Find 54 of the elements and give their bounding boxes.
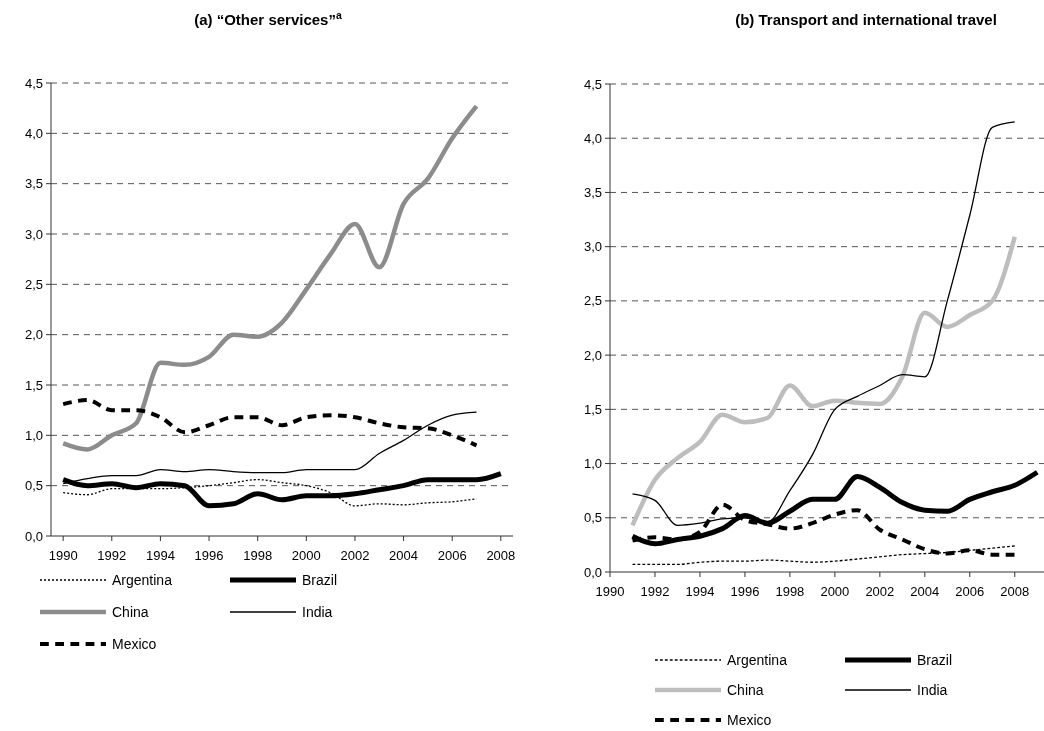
legend-label: India	[302, 603, 333, 620]
legend-label: Brazil	[917, 651, 953, 668]
y-tick-label: 3,5	[24, 176, 43, 192]
y-tick-label: 1,5	[583, 401, 602, 417]
legend-label: Argentina	[112, 571, 173, 588]
x-tick-label: 2004	[389, 548, 419, 563]
legend-label: Argentina	[727, 651, 788, 668]
legend-label: Brazil	[302, 571, 338, 588]
line-series	[630, 234, 1018, 528]
y-tick-label: 0,0	[583, 564, 602, 580]
y-tick-label: 4,0	[583, 130, 602, 146]
x-tick-label: 1994	[685, 584, 715, 599]
y-tick-label: 4,5	[24, 75, 43, 91]
x-tick-label: 2000	[291, 548, 321, 563]
x-tick-label: 1998	[243, 548, 273, 563]
x-tick-label: 1998	[775, 584, 805, 599]
y-tick-label: 2,5	[24, 276, 43, 292]
y-tick-label: 2,0	[24, 327, 43, 343]
legend-label: China	[727, 681, 764, 698]
x-tick-label: 2008	[1000, 584, 1030, 599]
x-tick-label: 1990	[48, 548, 78, 563]
y-tick-label: 0,5	[24, 478, 43, 494]
chart-title: (b) Transport and international travel	[735, 11, 997, 28]
x-tick-label: 2006	[437, 548, 467, 563]
line-series	[60, 103, 479, 452]
x-tick-label: 2002	[340, 548, 370, 563]
x-tick-label: 1996	[194, 548, 224, 563]
x-tick-label: 1994	[145, 548, 175, 563]
y-tick-label: 4,0	[24, 125, 43, 141]
chart-title: (a) “Other services”$^{a}$	[194, 9, 342, 28]
legend-label: Mexico	[727, 711, 772, 728]
x-tick-label: 2000	[820, 584, 850, 599]
legend-label: China	[112, 603, 149, 620]
x-tick-label: 1992	[640, 584, 670, 599]
y-tick-label: 1,0	[583, 456, 602, 472]
y-tick-label: 3,5	[583, 184, 602, 200]
x-tick-label: 2008	[486, 548, 516, 563]
x-tick-label: 2004	[910, 584, 940, 599]
y-tick-label: 1,0	[24, 427, 43, 443]
legend-label: Mexico	[112, 635, 157, 652]
x-tick-label: 1996	[730, 584, 760, 599]
x-tick-label: 2006	[955, 584, 985, 599]
x-tick-label: 1990	[595, 584, 625, 599]
y-tick-label: 4,5	[583, 76, 602, 92]
x-tick-label: 1992	[97, 548, 127, 563]
y-tick-label: 3,0	[583, 239, 602, 255]
y-tick-label: 2,0	[583, 347, 602, 363]
y-tick-label: 2,5	[583, 293, 602, 309]
y-tick-label: 3,0	[24, 226, 43, 242]
y-tick-label: 1,5	[24, 377, 43, 393]
y-tick-label: 0,5	[583, 510, 602, 526]
x-tick-label: 2002	[865, 584, 895, 599]
legend-label: India	[917, 681, 948, 698]
y-tick-label: 0,0	[24, 528, 43, 544]
